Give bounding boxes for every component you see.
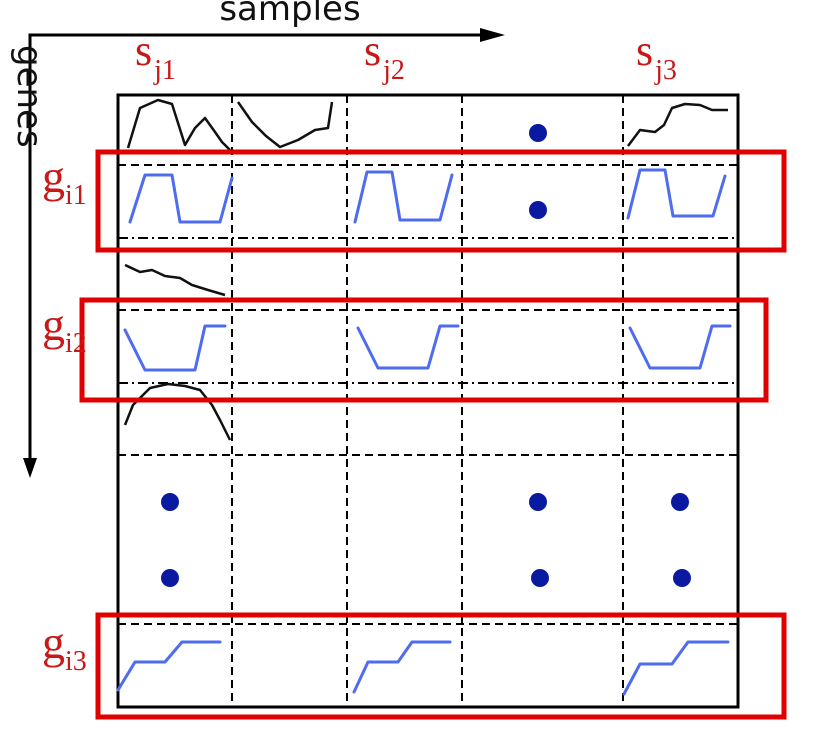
sample-label-sj3: sj3 [636,26,677,86]
gene-box-gi2 [79,297,769,403]
pattern-line-gi2 [628,324,732,370]
profile-line [123,382,232,441]
profile-line [627,102,728,147]
profile-line [126,98,231,151]
samples-axis-label: samples [219,0,360,29]
ellipsis-dot [673,569,691,587]
gene-label-gi3: gi3 [42,617,87,677]
gene-boxes [79,149,787,720]
ellipsis-dot [161,569,179,587]
genes-axis-arrowhead [23,458,37,478]
pattern-line-gi1 [128,173,234,224]
gene-box-gi3 [95,612,787,720]
gene-labels: gi1 gi2 gi3 [42,151,87,677]
ellipsis-dot [531,569,549,587]
genes-axis-label: genes [9,45,49,148]
pattern-line-gi3 [622,640,730,696]
gene-box-gi1 [95,149,787,253]
horizontal-dashdot-lines [118,237,738,384]
ellipsis-dot [671,493,689,511]
profile-line [124,263,226,297]
ellipsis-dots [161,124,691,587]
pattern-line-gi3 [116,640,222,692]
pattern-line-gi3 [352,640,452,694]
ellipsis-dot [529,493,547,511]
gene-label-gi1: gi1 [42,151,87,211]
horizontal-dashed-lines [118,164,738,625]
axes: samples genes [9,0,505,478]
samples-axis-line [28,33,490,468]
ellipsis-dot [529,124,547,142]
samples-axis-arrowhead [480,28,505,42]
ellipsis-dot [529,201,547,219]
pattern-line-gi2 [123,324,227,372]
pattern-line-gi1 [626,168,727,220]
expression-profiles [123,98,728,441]
pattern-line-gi2 [356,324,460,370]
sample-labels: sj1 sj2 sj3 [135,26,677,86]
coherent-patterns [116,168,732,696]
pattern-line-gi1 [353,170,454,224]
sample-label-sj1: sj1 [135,26,176,86]
profile-line [236,101,334,149]
gene-label-gi2: gi2 [42,299,87,359]
ellipsis-dot [161,493,179,511]
sample-label-sj2: sj2 [364,26,405,86]
